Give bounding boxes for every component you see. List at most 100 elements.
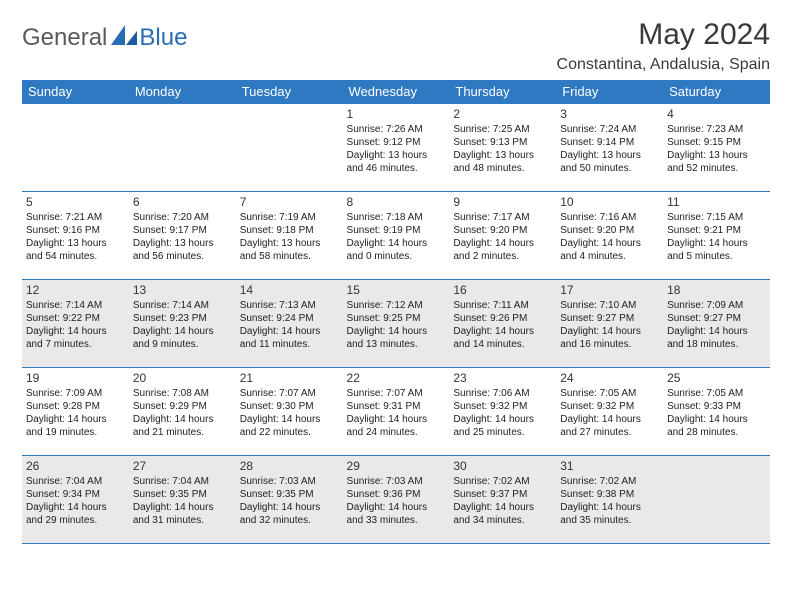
sunrise-text: Sunrise: 7:08 AM xyxy=(133,388,232,401)
day-number: 8 xyxy=(347,195,446,210)
daylight-text: Daylight: 13 hours xyxy=(453,150,552,163)
weekday-header: Saturday xyxy=(663,80,770,104)
daylight-text: Daylight: 14 hours xyxy=(560,238,659,251)
daylight-text: and 14 minutes. xyxy=(453,339,552,352)
calendar-day-cell: 29Sunrise: 7:03 AMSunset: 9:36 PMDayligh… xyxy=(343,456,450,544)
daylight-text: and 25 minutes. xyxy=(453,427,552,440)
daylight-text: Daylight: 14 hours xyxy=(453,326,552,339)
daylight-text: and 35 minutes. xyxy=(560,515,659,528)
daylight-text: Daylight: 13 hours xyxy=(667,150,766,163)
calendar-day-cell: 10Sunrise: 7:16 AMSunset: 9:20 PMDayligh… xyxy=(556,192,663,280)
calendar-table: SundayMondayTuesdayWednesdayThursdayFrid… xyxy=(22,80,770,544)
calendar-empty-cell xyxy=(236,104,343,192)
daylight-text: and 24 minutes. xyxy=(347,427,446,440)
weekday-header: Tuesday xyxy=(236,80,343,104)
sunset-text: Sunset: 9:26 PM xyxy=(453,313,552,326)
daylight-text: and 27 minutes. xyxy=(560,427,659,440)
sunrise-text: Sunrise: 7:16 AM xyxy=(560,212,659,225)
sunset-text: Sunset: 9:16 PM xyxy=(26,225,125,238)
day-number: 11 xyxy=(667,195,766,210)
sunrise-text: Sunrise: 7:18 AM xyxy=(347,212,446,225)
sunset-text: Sunset: 9:35 PM xyxy=(133,489,232,502)
calendar-day-cell: 13Sunrise: 7:14 AMSunset: 9:23 PMDayligh… xyxy=(129,280,236,368)
sunset-text: Sunset: 9:34 PM xyxy=(26,489,125,502)
daylight-text: and 29 minutes. xyxy=(26,515,125,528)
day-number: 3 xyxy=(560,107,659,122)
sunrise-text: Sunrise: 7:26 AM xyxy=(347,124,446,137)
sunrise-text: Sunrise: 7:25 AM xyxy=(453,124,552,137)
calendar-day-cell: 3Sunrise: 7:24 AMSunset: 9:14 PMDaylight… xyxy=(556,104,663,192)
daylight-text: and 0 minutes. xyxy=(347,251,446,264)
location-subtitle: Constantina, Andalusia, Spain xyxy=(557,56,770,74)
daylight-text: and 50 minutes. xyxy=(560,163,659,176)
month-title: May 2024 xyxy=(557,18,770,52)
sunset-text: Sunset: 9:35 PM xyxy=(240,489,339,502)
calendar-day-cell: 27Sunrise: 7:04 AMSunset: 9:35 PMDayligh… xyxy=(129,456,236,544)
day-number: 14 xyxy=(240,283,339,298)
calendar-day-cell: 20Sunrise: 7:08 AMSunset: 9:29 PMDayligh… xyxy=(129,368,236,456)
daylight-text: Daylight: 14 hours xyxy=(240,414,339,427)
daylight-text: and 48 minutes. xyxy=(453,163,552,176)
daylight-text: and 32 minutes. xyxy=(240,515,339,528)
day-number: 23 xyxy=(453,371,552,386)
calendar-page: General Blue May 2024 Constantina, Andal… xyxy=(0,0,792,554)
day-number: 30 xyxy=(453,459,552,474)
brand-word2: Blue xyxy=(139,24,187,52)
weekday-header: Friday xyxy=(556,80,663,104)
calendar-day-cell: 18Sunrise: 7:09 AMSunset: 9:27 PMDayligh… xyxy=(663,280,770,368)
daylight-text: Daylight: 14 hours xyxy=(26,502,125,515)
calendar-day-cell: 1Sunrise: 7:26 AMSunset: 9:12 PMDaylight… xyxy=(343,104,450,192)
sunset-text: Sunset: 9:36 PM xyxy=(347,489,446,502)
sunset-text: Sunset: 9:27 PM xyxy=(667,313,766,326)
sunset-text: Sunset: 9:28 PM xyxy=(26,401,125,414)
day-number: 27 xyxy=(133,459,232,474)
weekday-header: Wednesday xyxy=(343,80,450,104)
title-block: May 2024 Constantina, Andalusia, Spain xyxy=(557,18,770,74)
sunrise-text: Sunrise: 7:05 AM xyxy=(560,388,659,401)
calendar-day-cell: 12Sunrise: 7:14 AMSunset: 9:22 PMDayligh… xyxy=(22,280,129,368)
day-number: 24 xyxy=(560,371,659,386)
calendar-day-cell: 25Sunrise: 7:05 AMSunset: 9:33 PMDayligh… xyxy=(663,368,770,456)
daylight-text: Daylight: 14 hours xyxy=(347,502,446,515)
day-number: 28 xyxy=(240,459,339,474)
calendar-day-cell: 28Sunrise: 7:03 AMSunset: 9:35 PMDayligh… xyxy=(236,456,343,544)
daylight-text: Daylight: 14 hours xyxy=(560,414,659,427)
sunrise-text: Sunrise: 7:14 AM xyxy=(133,300,232,313)
daylight-text: and 52 minutes. xyxy=(667,163,766,176)
sunrise-text: Sunrise: 7:13 AM xyxy=(240,300,339,313)
daylight-text: Daylight: 14 hours xyxy=(453,238,552,251)
daylight-text: and 33 minutes. xyxy=(347,515,446,528)
sunrise-text: Sunrise: 7:21 AM xyxy=(26,212,125,225)
sunrise-text: Sunrise: 7:15 AM xyxy=(667,212,766,225)
sunrise-text: Sunrise: 7:03 AM xyxy=(240,476,339,489)
sunset-text: Sunset: 9:12 PM xyxy=(347,137,446,150)
calendar-day-cell: 30Sunrise: 7:02 AMSunset: 9:37 PMDayligh… xyxy=(449,456,556,544)
calendar-week-row: 26Sunrise: 7:04 AMSunset: 9:34 PMDayligh… xyxy=(22,456,770,544)
sunset-text: Sunset: 9:29 PM xyxy=(133,401,232,414)
daylight-text: and 28 minutes. xyxy=(667,427,766,440)
daylight-text: and 54 minutes. xyxy=(26,251,125,264)
sunrise-text: Sunrise: 7:07 AM xyxy=(240,388,339,401)
day-number: 17 xyxy=(560,283,659,298)
sunset-text: Sunset: 9:19 PM xyxy=(347,225,446,238)
calendar-empty-cell xyxy=(663,456,770,544)
sunrise-text: Sunrise: 7:12 AM xyxy=(347,300,446,313)
daylight-text: and 31 minutes. xyxy=(133,515,232,528)
sunset-text: Sunset: 9:20 PM xyxy=(560,225,659,238)
daylight-text: and 2 minutes. xyxy=(453,251,552,264)
calendar-empty-cell xyxy=(129,104,236,192)
day-number: 21 xyxy=(240,371,339,386)
daylight-text: Daylight: 14 hours xyxy=(560,502,659,515)
sunrise-text: Sunrise: 7:10 AM xyxy=(560,300,659,313)
calendar-day-cell: 26Sunrise: 7:04 AMSunset: 9:34 PMDayligh… xyxy=(22,456,129,544)
sunset-text: Sunset: 9:33 PM xyxy=(667,401,766,414)
day-number: 7 xyxy=(240,195,339,210)
day-number: 26 xyxy=(26,459,125,474)
daylight-text: Daylight: 13 hours xyxy=(133,238,232,251)
day-number: 6 xyxy=(133,195,232,210)
daylight-text: Daylight: 13 hours xyxy=(560,150,659,163)
weekday-header: Monday xyxy=(129,80,236,104)
sunset-text: Sunset: 9:17 PM xyxy=(133,225,232,238)
weekday-header: Sunday xyxy=(22,80,129,104)
daylight-text: and 11 minutes. xyxy=(240,339,339,352)
